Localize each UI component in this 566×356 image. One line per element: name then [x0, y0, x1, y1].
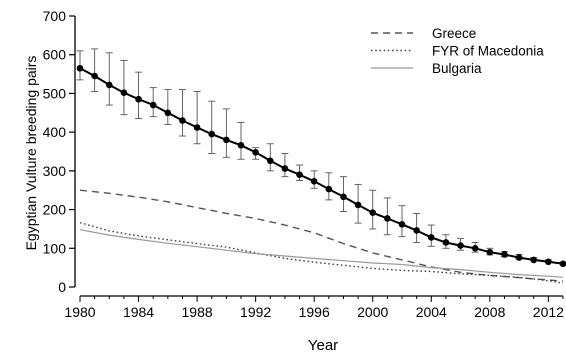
error-bars — [76, 48, 566, 265]
data-point — [223, 136, 230, 144]
data-point — [179, 117, 186, 124]
axes — [69, 15, 564, 302]
data-point — [120, 89, 128, 96]
data-point — [471, 244, 479, 252]
y-tick-label: 200 — [43, 202, 67, 218]
legend-label: Greece — [432, 26, 476, 41]
tick-labels: 0 100 200 300 400 500 600 700 1980 1984 1988 1992 19… — [43, 8, 565, 320]
y-tick-label: 300 — [43, 163, 67, 179]
series-line-bulgaria — [79, 229, 564, 278]
data-point — [340, 193, 347, 201]
main-series-points — [76, 64, 566, 268]
data-point — [530, 256, 538, 264]
data-point — [545, 258, 552, 266]
x-tick-label: 1988 — [182, 304, 213, 320]
y-tick-label: 500 — [43, 85, 67, 101]
data-point — [325, 185, 333, 193]
x-tick-label: 2004 — [416, 304, 447, 320]
x-tick-label: 1996 — [299, 304, 330, 320]
data-point — [296, 171, 303, 179]
legend: Greece FYR of Macedonia Bulgaria — [371, 26, 544, 76]
data-point — [105, 81, 113, 89]
legend-label: FYR of Macedonia — [432, 44, 544, 59]
y-tick-label: 0 — [58, 279, 66, 295]
data-point — [369, 209, 377, 216]
y-tick-label: 100 — [43, 240, 67, 256]
data-point — [164, 109, 172, 117]
data-point — [310, 178, 318, 185]
data-point — [149, 101, 157, 109]
series-line-fyr-of-macedonia — [79, 222, 564, 284]
data-point — [252, 148, 259, 156]
data-point — [384, 215, 391, 222]
data-point — [559, 260, 566, 268]
data-point — [501, 251, 508, 258]
y-tick-label: 400 — [43, 124, 67, 140]
x-tick-label: 2012 — [533, 304, 564, 320]
data-point — [193, 124, 201, 131]
data-point — [457, 242, 464, 249]
data-point — [515, 254, 523, 261]
data-point — [237, 142, 245, 149]
data-point — [442, 239, 450, 246]
data-point — [208, 130, 216, 138]
data-point — [281, 165, 289, 172]
data-point — [135, 95, 142, 103]
series-lines — [79, 67, 564, 284]
series-line-greece — [79, 189, 564, 282]
main-series-line — [79, 67, 564, 265]
data-point — [398, 220, 406, 228]
y-axis-label: Egyptian Vulture breeding pairs — [23, 56, 39, 251]
x-tick-label: 1992 — [240, 304, 271, 320]
x-tick-label: 1980 — [64, 304, 95, 320]
data-point — [486, 248, 494, 256]
x-tick-label: 2000 — [357, 304, 388, 320]
x-tick-label: 2008 — [474, 304, 505, 320]
data-point — [91, 72, 98, 80]
x-axis-label: Year — [308, 337, 338, 354]
data-point — [354, 201, 362, 209]
data-point — [76, 64, 84, 72]
data-point — [427, 234, 435, 241]
legend-label: Bulgaria — [432, 61, 482, 76]
y-tick-label: 700 — [43, 8, 67, 24]
data-point — [266, 157, 274, 165]
y-tick-label: 600 — [43, 47, 67, 63]
data-point — [413, 227, 420, 234]
x-tick-label: 1984 — [123, 304, 154, 320]
